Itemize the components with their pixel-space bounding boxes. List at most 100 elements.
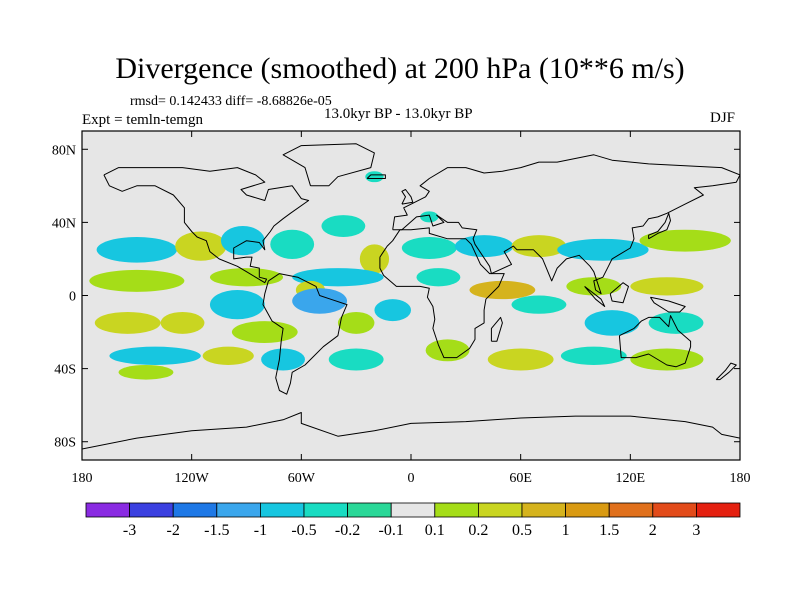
- divergence-region-neg-17: [109, 346, 201, 365]
- divergence-region-neg-29: [511, 295, 567, 314]
- x-tick-label: 0: [408, 471, 415, 486]
- coastline-borneo: [609, 282, 629, 304]
- divergence-region-neg-4: [270, 229, 315, 259]
- coastline-great-britain: [401, 189, 414, 205]
- divergence-region-neg-32: [584, 310, 640, 336]
- divergence-region-neg-0: [96, 237, 178, 263]
- divergence-region-neg-20: [328, 348, 384, 371]
- divergence-region-neg-11: [292, 288, 348, 314]
- divergence-region-neg-39: [420, 211, 439, 223]
- colorbar-label: -0.1: [379, 522, 404, 539]
- divergence-region-pos-9: [209, 268, 284, 287]
- coastline-antarctica: [82, 412, 740, 450]
- colorbar-label: -0.5: [291, 522, 316, 539]
- coastline-north-america: [103, 167, 310, 284]
- colorbar-swatch-14: [696, 502, 741, 518]
- divergence-region-neg-25: [557, 238, 649, 261]
- x-tick-label: 60W: [288, 471, 316, 486]
- divergence-region-pos-16: [231, 321, 298, 344]
- divergence-region-neg-10: [209, 290, 265, 320]
- divergence-region-neg-35: [560, 346, 627, 365]
- colorbar-swatch-5: [303, 502, 348, 518]
- divergence-region-pos-24: [511, 235, 567, 258]
- colorbar-swatch-6: [347, 502, 392, 518]
- divergence-region-neg-3: [220, 226, 265, 256]
- coastline-south-america: [262, 273, 348, 395]
- divergence-region-neg-19: [261, 348, 305, 371]
- colorbar-label: 1: [562, 522, 570, 539]
- divergence-region-pos-1: [89, 269, 185, 292]
- colorbar-swatch-12: [608, 502, 654, 518]
- colorbar-label: 0.1: [425, 522, 445, 539]
- divergence-region-pos-13: [337, 311, 375, 334]
- colorbar-swatch-4: [259, 502, 305, 518]
- x-tick-label: 60E: [509, 471, 532, 486]
- y-tick-label: 80S: [54, 436, 76, 451]
- colorbar-label: 0.2: [468, 522, 488, 539]
- coastline-madagascar: [490, 316, 503, 342]
- colorbar-swatch-1: [129, 502, 174, 518]
- coastline-new-guinea: [649, 296, 686, 313]
- colorbar-label: -2: [167, 522, 180, 539]
- divergence-region-pos-28: [469, 280, 536, 300]
- divergence-region-pos-26: [639, 229, 731, 252]
- divergence-region-pos-36: [630, 348, 704, 371]
- colorbar-swatch-9: [477, 502, 523, 518]
- colorbar-swatch-11: [565, 502, 610, 518]
- coastline-new-zealand: [715, 362, 737, 381]
- divergence-region-pos-15: [160, 311, 205, 334]
- divergence-region-pos-2: [175, 231, 227, 261]
- coastline-australia: [618, 315, 692, 368]
- colorbar-label: 0.5: [512, 522, 532, 539]
- colorbar-swatch-0: [85, 502, 130, 518]
- divergence-region-pos-14: [94, 311, 161, 334]
- coastline-africa: [379, 227, 505, 359]
- coastline-japan: [648, 212, 671, 240]
- map-background: [82, 131, 740, 460]
- divergence-region-neg-12: [374, 299, 411, 322]
- experiment-label: Expt = temln-temgn: [82, 112, 203, 128]
- colorbar-label: -0.2: [335, 522, 360, 539]
- divergence-region-pos-6: [359, 244, 390, 274]
- colorbar-swatch-8: [434, 502, 479, 518]
- divergence-region-neg-38: [365, 171, 384, 183]
- divergence-region-neg-27: [416, 268, 461, 287]
- colorbar-label: 1.5: [599, 522, 619, 539]
- colorbar: -3 -2 -1.5 -1 -0.5 -0.2 -0.1 0.1 0.2 0.5 1 1.5 2 3: [85, 502, 741, 539]
- coastline-iceland: [366, 174, 386, 179]
- colorbar-label: -1.5: [204, 522, 229, 539]
- divergence-region-pos-21: [118, 364, 174, 380]
- divergence-region-pos-18: [202, 346, 254, 365]
- divergence-region-neg-22: [401, 237, 457, 259]
- colorbar-label: 2: [649, 522, 657, 539]
- divergence-region-pos-31: [630, 277, 704, 296]
- divergence-region-neg-5: [321, 215, 366, 238]
- y-tick-label: 0: [69, 290, 76, 305]
- coastline-sumatra: [584, 286, 606, 307]
- coastlines: [82, 143, 740, 450]
- x-tick-label: 180: [72, 471, 93, 486]
- divergence-region-neg-33: [648, 311, 704, 334]
- colorbar-label: -1: [254, 522, 267, 539]
- coastline-greenland: [282, 143, 375, 187]
- divergence-region-neg-23: [454, 235, 514, 258]
- divergence-region-pos-30: [566, 277, 622, 296]
- time-period-label: 13.0kyr BP - 13.0kyr BP: [324, 106, 473, 122]
- colorbar-swatch-13: [652, 502, 697, 518]
- colorbar-swatch-10: [521, 502, 566, 518]
- colorbar-label: 3: [692, 522, 700, 539]
- season-label: DJF: [710, 110, 736, 126]
- divergence-contours: [89, 171, 731, 380]
- x-tick-label: 180: [730, 471, 751, 486]
- colorbar-swatch-2: [172, 502, 218, 518]
- x-tick-label: 120E: [616, 471, 646, 486]
- colorbar-label: -3: [123, 522, 136, 539]
- colorbar-swatch-7: [390, 502, 436, 518]
- y-tick-label: 80N: [52, 143, 76, 158]
- colorbar-swatch-3: [216, 502, 261, 518]
- axis-ticks: 80N 40N 0 40S 80S 180 120W 60W 0 60E 120E 180: [52, 131, 751, 486]
- x-tick-label: 120W: [175, 471, 210, 486]
- rmsd-stats: rmsd= 0.142433 diff= -8.68826e-05: [130, 94, 332, 109]
- coastline-eurasia: [392, 154, 740, 295]
